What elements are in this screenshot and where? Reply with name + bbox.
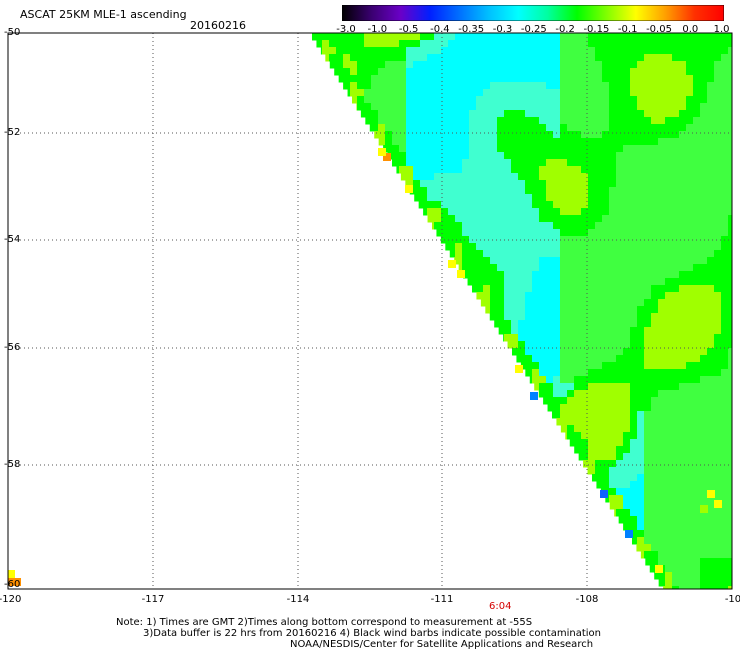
- colorbar-tick-label: -0.05: [646, 24, 672, 35]
- latitude-label: -58: [4, 459, 21, 470]
- colorbar-tick-label: -0.2: [555, 24, 575, 35]
- note-line-2: 3)Data buffer is 22 hrs from 20160216 4)…: [143, 628, 601, 639]
- longitude-label: -10: [724, 594, 740, 605]
- longitude-label: -114: [286, 594, 310, 605]
- longitude-label: -117: [141, 594, 165, 605]
- colorbar-tick-label: -1.0: [367, 24, 388, 35]
- latitude-label: -50: [4, 27, 21, 38]
- time-label: 6:04: [489, 601, 512, 612]
- latitude-label: -54: [4, 234, 21, 245]
- colorbar-labels: -3.0 -1.0 -0.5 -0.4 -0.35 -0.3 -0.25 -0.2 -0.15-…: [336, 24, 729, 37]
- longitude-label: -120: [0, 594, 22, 605]
- colorbar-tick-label: -0.1: [617, 24, 638, 35]
- latitude-label: -56: [4, 342, 21, 353]
- colorbar-tick-label: -0.3: [492, 24, 513, 35]
- longitude-label: -108: [575, 594, 599, 605]
- colorbar-tick-label: -3.0: [336, 24, 356, 35]
- colorbar-tick-label: -0.5: [398, 24, 419, 35]
- scatterometer-swath: [8, 33, 733, 590]
- colorbar-tick-label: -0.15: [583, 24, 610, 35]
- note-line-3: NOAA/NESDIS/Center for Satellite Applica…: [290, 639, 594, 650]
- colorbar-tick-label: -0.35: [458, 24, 485, 35]
- longitude-label: -111: [430, 594, 454, 605]
- note-line-1: Note: 1) Times are GMT 2)Times along bot…: [116, 617, 533, 628]
- colorbar-tick-label: 0.0: [682, 24, 699, 35]
- colorbar-gradient: [342, 5, 724, 21]
- map-frame: [7, 32, 733, 590]
- latitude-label: -52: [4, 127, 21, 138]
- colorbar-tick-label: -0.25: [520, 24, 547, 35]
- latitude-label: -60: [4, 579, 21, 590]
- chart-date: 20160216: [190, 19, 246, 32]
- chart-title: ASCAT 25KM MLE-1 ascending: [20, 8, 187, 21]
- colorbar: [342, 5, 724, 21]
- colorbar-tick-label: -0.4: [430, 24, 450, 35]
- colorbar-tick-label: 1.0: [713, 24, 730, 35]
- map-gridlines: [8, 33, 732, 589]
